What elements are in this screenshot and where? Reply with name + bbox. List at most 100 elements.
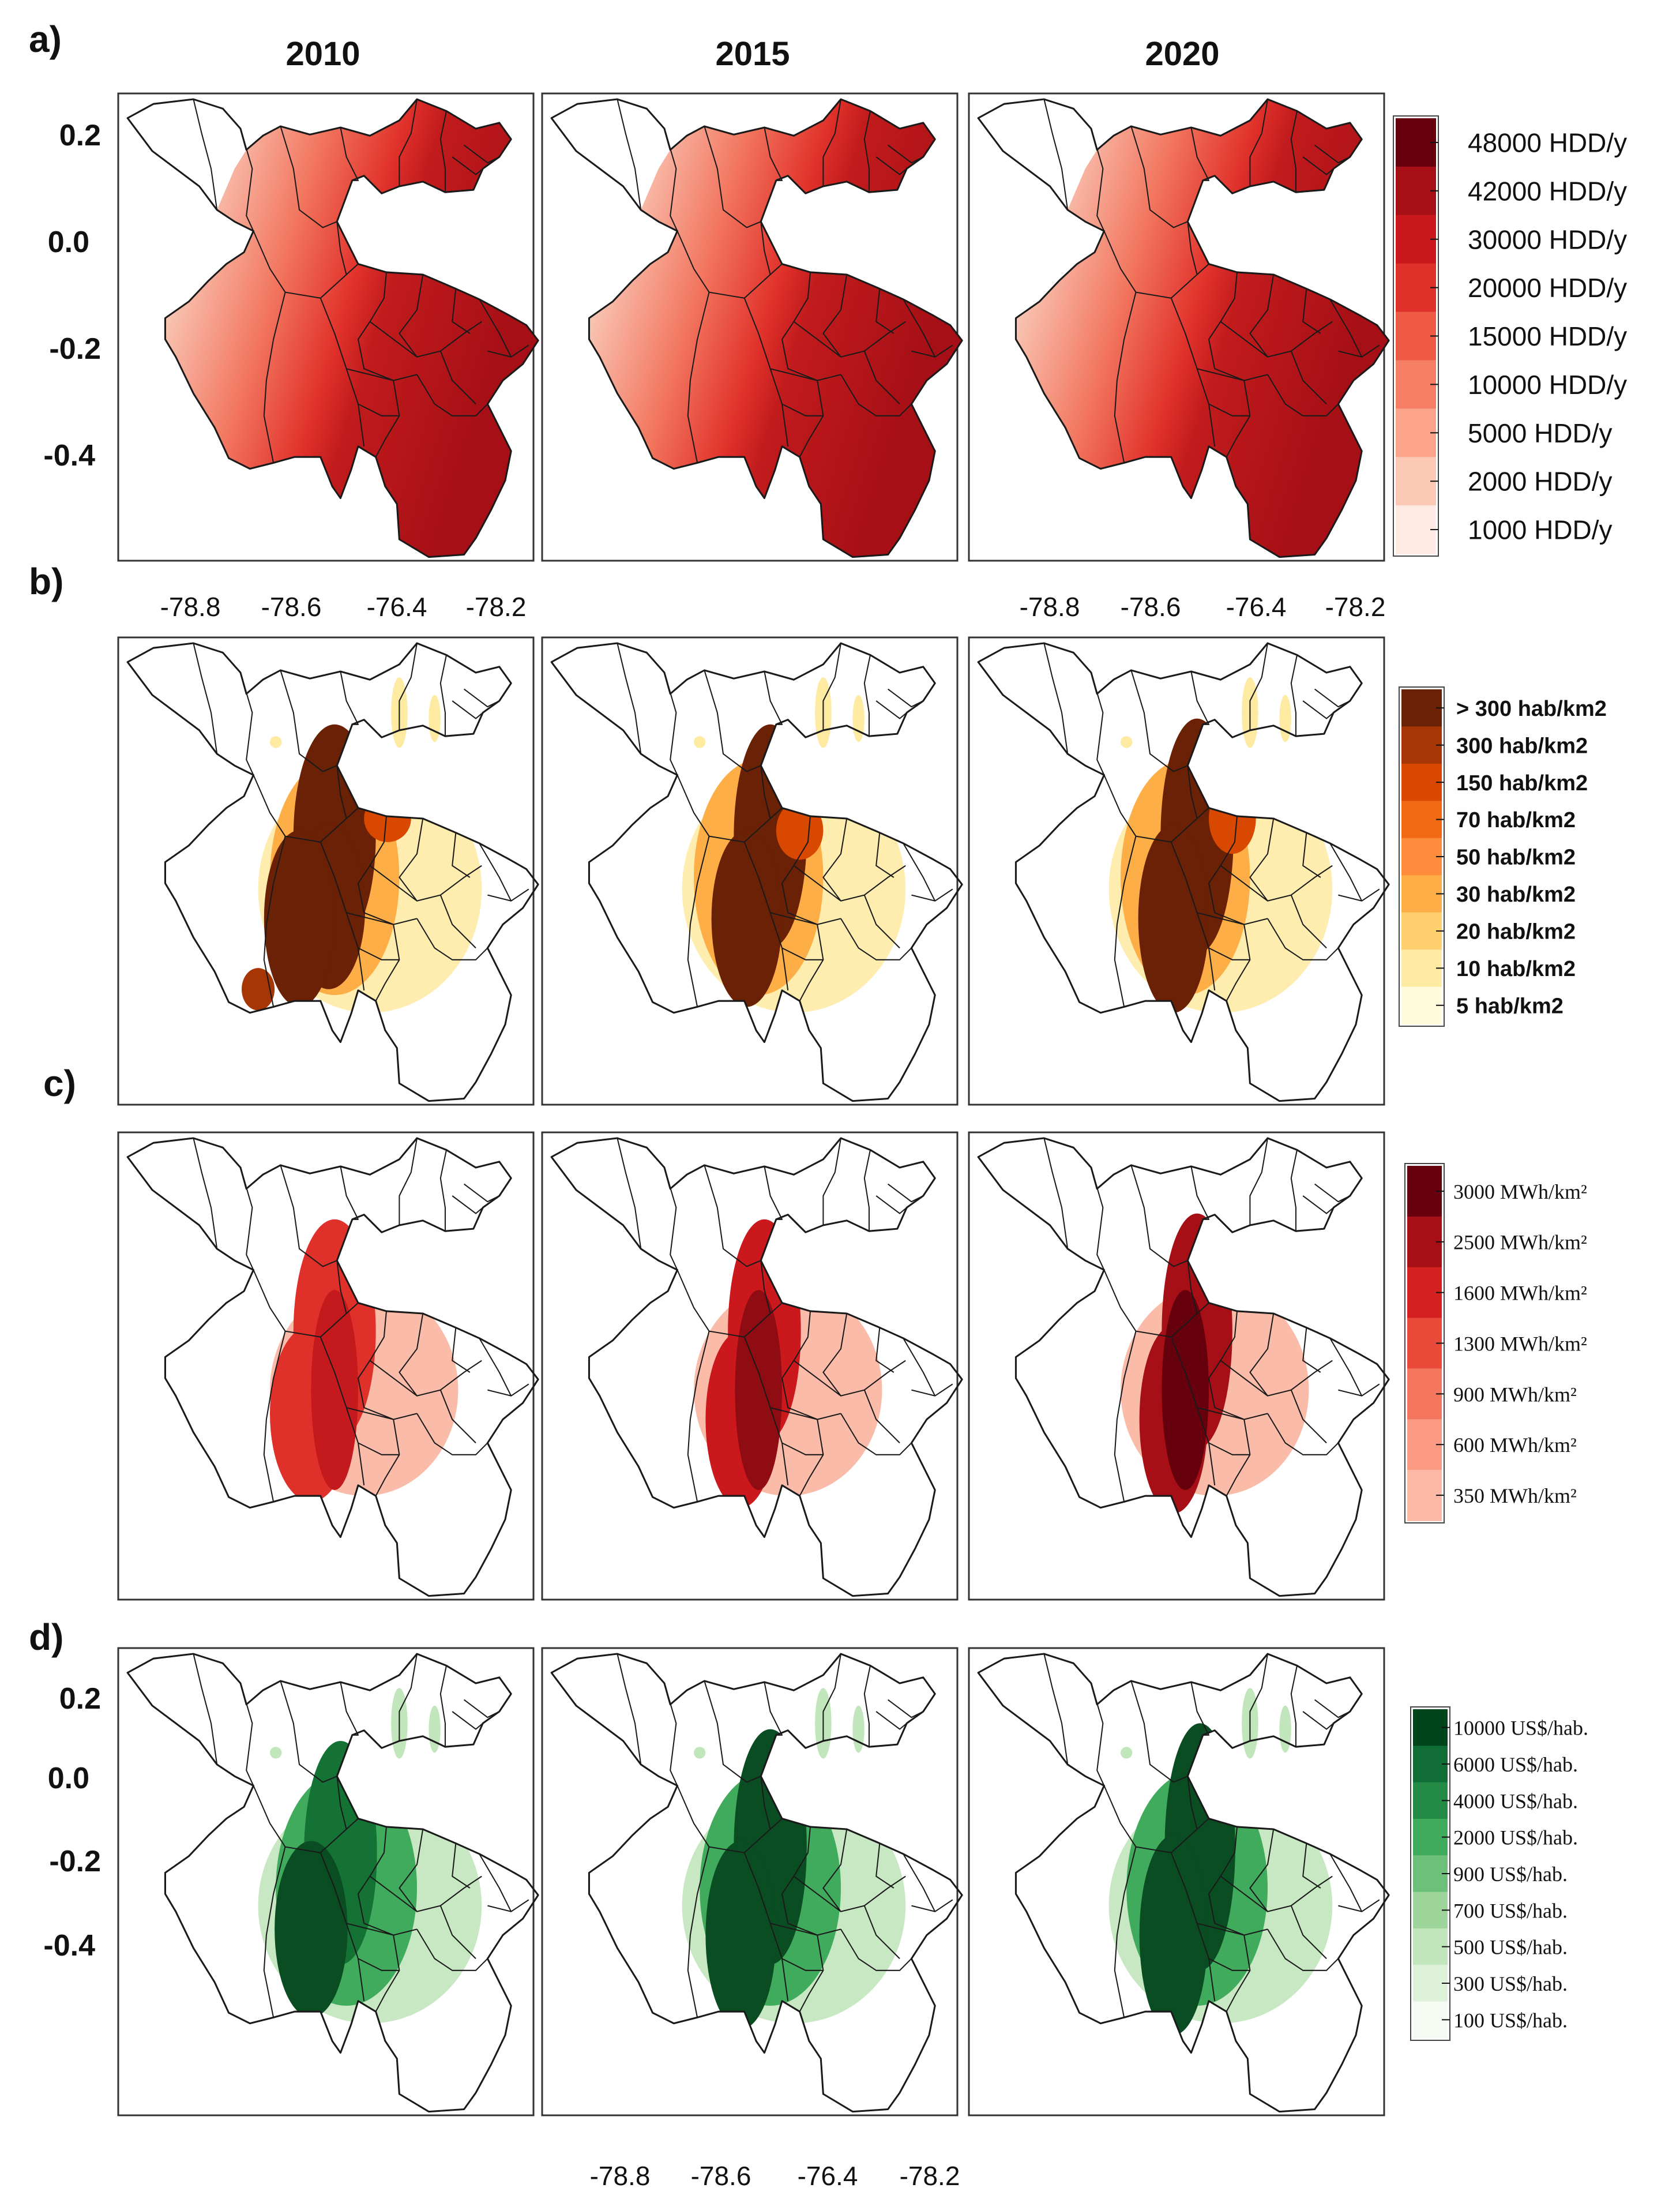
no-data-zone: [127, 99, 247, 210]
income-hotspot: [275, 1841, 348, 2018]
legend-swatch: [1401, 801, 1442, 839]
map-a-3: [977, 98, 1390, 558]
legend-swatch: [1396, 408, 1436, 458]
legend-swatch: [1401, 949, 1442, 988]
map-a-1: [126, 98, 539, 558]
legend-label: 10000 US$/hab.: [1453, 1717, 1588, 1740]
x-axis-row-a-col3: -78.8 -78.6 -76.4 -78.2: [1020, 592, 1386, 622]
legend-label: 4000 US$/hab.: [1453, 1789, 1578, 1812]
legend-label: 350 MWh/km²: [1453, 1484, 1577, 1507]
legend-hdd: 48000 HDD/y 42000 HDD/y 30000 HDD/y 20000 H…: [1393, 115, 1627, 557]
no-data-zone: [978, 99, 1098, 210]
density-speck: [852, 695, 865, 742]
x-tick-label: -78.2: [900, 2161, 960, 2191]
y-axis-row-a: 0.2 0.0 -0.2 -0.4: [43, 119, 101, 472]
legend-label: 1600 MWh/km²: [1453, 1282, 1587, 1305]
panel-label-c: c): [43, 1063, 76, 1104]
legend-swatch: [1401, 838, 1442, 876]
legend-label: 30000 HDD/y: [1468, 224, 1627, 254]
panel-label-d: d): [29, 1616, 63, 1658]
map-d-2: [550, 1653, 963, 2113]
legend-label: 48000 HDD/y: [1468, 128, 1627, 158]
y-tick-label: -0.4: [43, 439, 95, 472]
y-tick-label: 0.0: [48, 1762, 89, 1795]
energy-core: [311, 1290, 358, 1490]
legend-swatch: [1396, 263, 1436, 313]
density-speck: [270, 736, 282, 748]
x-tick-label: -78.2: [1325, 592, 1386, 622]
map-b-2: [550, 642, 963, 1102]
no-data-zone: [551, 99, 671, 210]
energy-core: [1162, 1290, 1209, 1490]
density-hotspot: [1138, 824, 1209, 1013]
panel-label-a: a): [29, 18, 62, 60]
legend-label: 15000 HDD/y: [1468, 321, 1627, 351]
y-tick-label: 0.2: [59, 119, 101, 152]
y-tick-label: 0.0: [48, 226, 89, 259]
y-tick-label: -0.4: [43, 1929, 95, 1962]
year-header-2010: 2010: [285, 35, 360, 73]
legend-swatch: [1396, 457, 1436, 506]
legend-income: 10000 US$/hab. 6000 US$/hab. 4000 US$/hab.…: [1410, 1706, 1588, 2041]
legend-label: 300 US$/hab.: [1453, 1972, 1568, 1995]
legend-label: 150 hab/km2: [1456, 771, 1588, 795]
legend-swatch: [1401, 875, 1442, 913]
legend-label: 2500 MWh/km²: [1453, 1231, 1587, 1254]
legend-label: 10000 HDD/y: [1468, 370, 1627, 400]
income-speck: [852, 1705, 865, 1753]
year-header-2015: 2015: [715, 35, 790, 73]
x-tick-label: -78.6: [691, 2161, 751, 2191]
legend-label: 2000 HDD/y: [1468, 467, 1613, 497]
legend-label: 30 hab/km2: [1456, 883, 1576, 907]
legend-swatch: [1396, 215, 1436, 264]
income-speck: [1279, 1705, 1291, 1753]
y-tick-label: -0.2: [49, 332, 101, 366]
x-tick-label: -78.6: [261, 592, 322, 622]
legend-swatch: [1396, 312, 1436, 361]
density-hotspot: [264, 830, 335, 1007]
legend-swatch: [1401, 726, 1442, 764]
legend-label: 600 MWh/km²: [1453, 1433, 1577, 1457]
legend-label: 2000 US$/hab.: [1453, 1826, 1578, 1849]
density-speck: [1121, 736, 1133, 748]
legend-label: 700 US$/hab.: [1453, 1899, 1568, 1922]
energy-core: [735, 1290, 782, 1490]
legend-label: 20 hab/km2: [1456, 920, 1576, 944]
panel-label-b: b): [29, 561, 63, 602]
y-tick-label: 0.2: [59, 1682, 101, 1716]
legend-label: 300 hab/km2: [1456, 734, 1588, 758]
density-speck: [1279, 695, 1291, 742]
legend-label: 10 hab/km2: [1456, 957, 1576, 981]
map-panels: [117, 92, 1390, 2116]
legend-label: > 300 hab/km2: [1456, 697, 1607, 721]
legend-swatch: [1401, 986, 1442, 1024]
income-hotspot: [705, 1841, 776, 2029]
density-hotspot: [242, 968, 275, 1011]
legend-swatch: [1401, 763, 1442, 802]
legend-label: 900 US$/hab.: [1453, 1863, 1568, 1886]
legend-label: 20000 HDD/y: [1468, 273, 1627, 303]
legend-label: 5000 HDD/y: [1468, 418, 1613, 448]
legend-swatch: [1396, 118, 1436, 167]
x-tick-label: -76.4: [798, 2161, 858, 2191]
legend-label: 1300 MWh/km²: [1453, 1332, 1587, 1355]
income-speck: [1121, 1747, 1133, 1759]
legend-label: 5 hab/km2: [1456, 994, 1564, 1018]
legend-swatch: [1396, 166, 1436, 216]
legend-label: 50 hab/km2: [1456, 846, 1576, 870]
x-tick-label: -78.8: [160, 592, 221, 622]
map-b-1: [126, 642, 539, 1102]
legend-swatch: [1396, 505, 1436, 554]
x-tick-label: -76.4: [367, 592, 427, 622]
legend-label: 6000 US$/hab.: [1453, 1753, 1578, 1776]
y-axis-row-d: 0.2 0.0 -0.2 -0.4: [43, 1682, 101, 1962]
income-speck: [694, 1747, 706, 1759]
legend-label: 900 MWh/km²: [1453, 1383, 1577, 1406]
density-speck: [694, 736, 706, 748]
legend-label: 100 US$/hab.: [1453, 2009, 1568, 2032]
map-c-3: [977, 1137, 1390, 1597]
income-speck: [270, 1747, 282, 1759]
legend-swatch: [1396, 360, 1436, 410]
x-axis-row-d-col2: -78.8 -78.6 -76.4 -78.2: [590, 2161, 960, 2191]
